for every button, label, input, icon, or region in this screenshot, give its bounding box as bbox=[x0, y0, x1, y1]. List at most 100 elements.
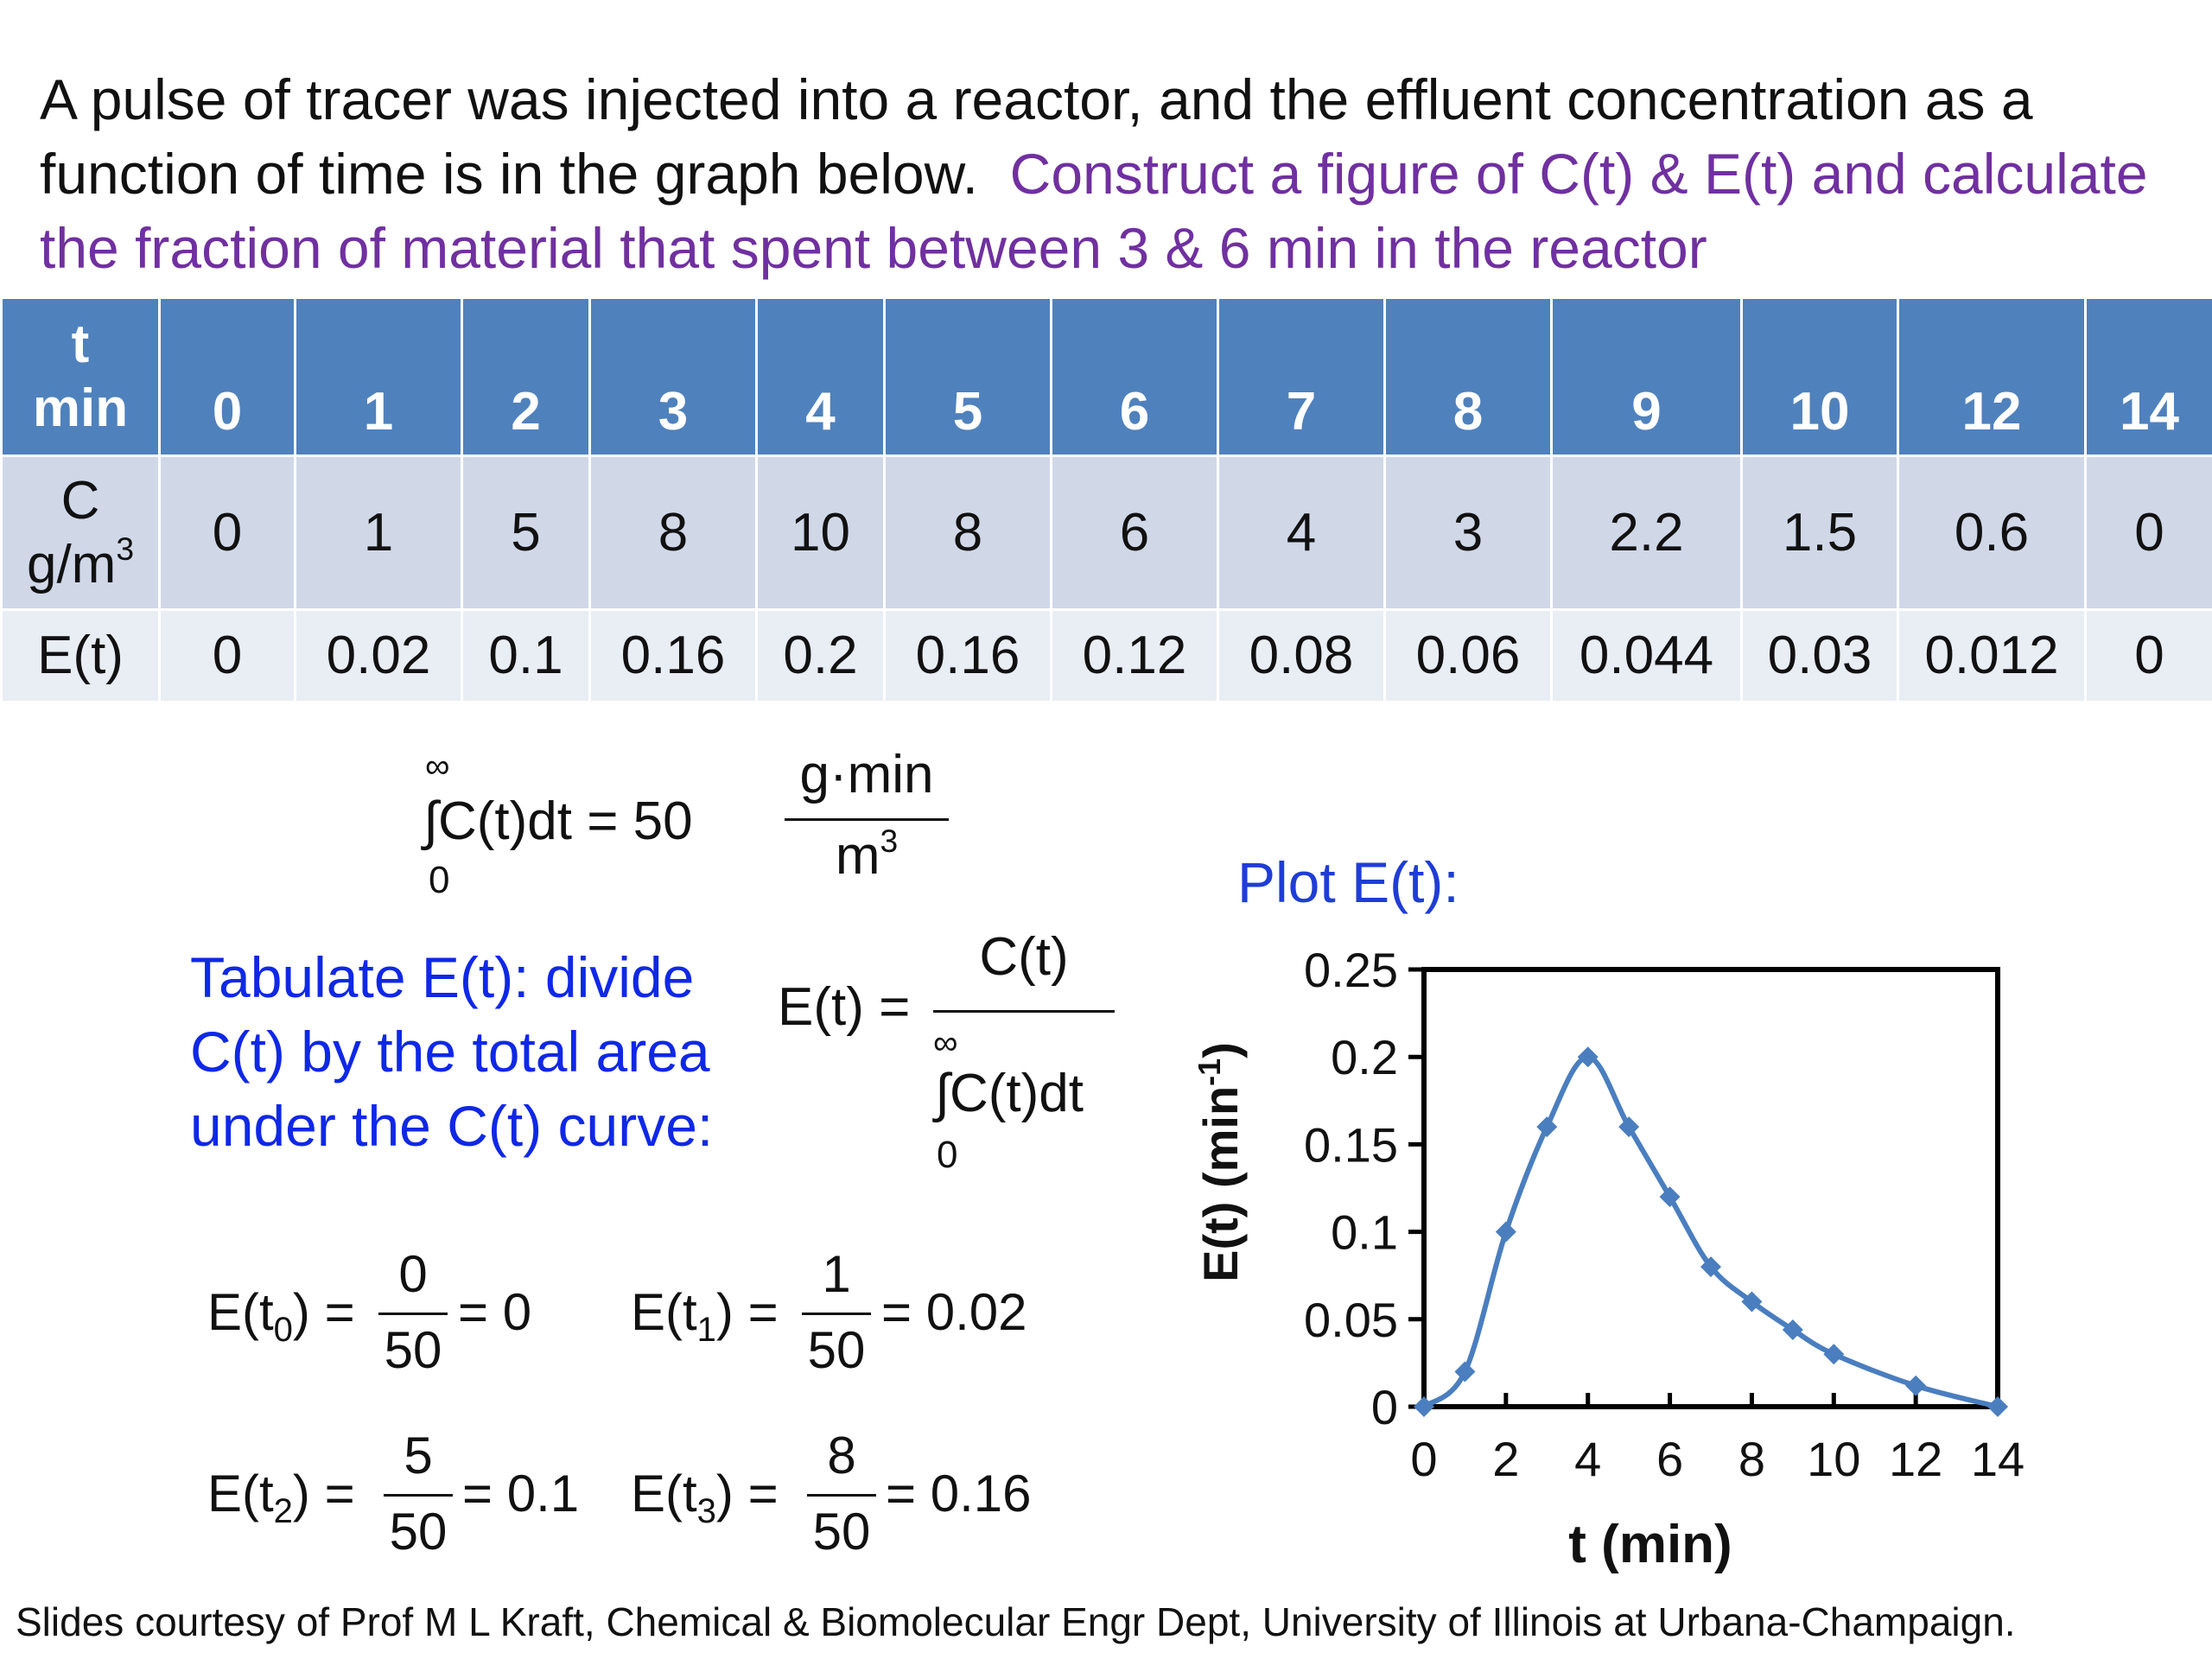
plot-title: Plot E(t): bbox=[1237, 850, 1459, 914]
time-cell: 9 bbox=[1550, 296, 1743, 457]
data-point-marker bbox=[1536, 1116, 1558, 1138]
statement-text: A pulse of tracer was injected into a re… bbox=[40, 67, 2033, 206]
e-cell: 0.012 bbox=[1897, 608, 2087, 703]
data-point-marker bbox=[1905, 1375, 1927, 1396]
concentration-cell: 5 bbox=[461, 454, 591, 611]
concentration-cell: 2.2 bbox=[1550, 454, 1743, 611]
example-numerator: 5 bbox=[404, 1427, 433, 1484]
plot-area-frame bbox=[1421, 967, 2000, 1409]
e-cell: 0.02 bbox=[294, 608, 463, 703]
chart-axes bbox=[1421, 967, 2000, 1409]
e-cell: 0.1 bbox=[461, 608, 591, 703]
data-point-marker bbox=[1454, 1361, 1476, 1382]
definition-lhs: E(t) = bbox=[778, 977, 911, 1037]
time-header: t min bbox=[0, 296, 161, 457]
example-fraction-bar bbox=[802, 1313, 871, 1315]
tabulate-instructions: Tabulate E(t): divide C(t) by the total … bbox=[190, 940, 713, 1163]
e-t-chart: 0 0.05 0.1 0.15 0.2 0.25 0 2 4 6 8 10 12 14 t (min) E… bbox=[1192, 943, 2024, 1574]
e-header: E(t) bbox=[0, 608, 161, 703]
e-cell: 0.08 bbox=[1217, 608, 1386, 703]
example-numerator: 8 bbox=[827, 1427, 856, 1484]
example-result: = 0.16 bbox=[886, 1465, 1032, 1522]
integral-denominator: m3 bbox=[835, 822, 899, 886]
concentration-cell: 0 bbox=[2084, 454, 2212, 611]
example-numerator: 1 bbox=[822, 1245, 851, 1303]
x-tick-label: 12 bbox=[1889, 1432, 1942, 1486]
time-cell: 7 bbox=[1217, 296, 1386, 457]
example-lhs: E(t2) = bbox=[207, 1465, 355, 1530]
example-result: = 0.1 bbox=[462, 1465, 580, 1522]
tabulate-line-3: under the C(t) curve: bbox=[190, 1094, 714, 1158]
e-cell: 0.16 bbox=[883, 608, 1052, 703]
example-denominator: 50 bbox=[807, 1321, 866, 1379]
definition-equation: E(t) = C(t) ∞ ∫C(t)dt 0 bbox=[778, 929, 1123, 1188]
example-denominator: 50 bbox=[389, 1503, 448, 1560]
e-cell: 0.06 bbox=[1383, 608, 1553, 703]
slide-credit: Slides courtesy of Prof M L Kraft, Chemi… bbox=[16, 1599, 2016, 1644]
concentration-cell: 3 bbox=[1383, 454, 1553, 611]
example-numerator: 0 bbox=[398, 1245, 428, 1303]
e-cell: 0.16 bbox=[588, 608, 758, 703]
example-e-t0: E(t0) = 0 50 = 0 bbox=[207, 1249, 570, 1395]
time-cell: 5 bbox=[883, 296, 1052, 457]
x-axis-label: t (min) bbox=[1568, 1515, 1732, 1574]
concentration-cell: 8 bbox=[883, 454, 1052, 611]
concentration-cell: 1.5 bbox=[1740, 454, 1899, 611]
x-tick-label: 4 bbox=[1574, 1432, 1601, 1486]
example-denominator: 50 bbox=[384, 1321, 442, 1379]
time-cell: 14 bbox=[2084, 296, 2212, 457]
concentration-cell: 0.6 bbox=[1897, 454, 2087, 611]
x-tick-label: 8 bbox=[1738, 1432, 1765, 1486]
concentration-cell: 1 bbox=[294, 454, 463, 611]
tabulate-line-2: C(t) by the total area bbox=[190, 1020, 710, 1084]
x-tick-label: 14 bbox=[1971, 1432, 2024, 1486]
data-point-marker bbox=[1414, 1396, 1434, 1417]
integral-numerator: g·min bbox=[799, 745, 934, 804]
x-tick-label: 0 bbox=[1410, 1432, 1437, 1486]
y-tick-label: 0.1 bbox=[1331, 1205, 1398, 1260]
y-axis-label: E(t) (min-1) bbox=[1192, 1042, 1248, 1282]
time-cell: 6 bbox=[1050, 296, 1219, 457]
data-point-marker bbox=[1618, 1116, 1640, 1138]
definition-denominator: ∫C(t)dt bbox=[935, 1064, 1084, 1123]
concentration-cell: 0 bbox=[158, 454, 296, 611]
e-cell: 0.03 bbox=[1740, 608, 1899, 703]
integral-expression: ∫C(t)dt = 50 bbox=[423, 791, 693, 851]
concentration-cell: 10 bbox=[755, 454, 886, 611]
time-cell: 12 bbox=[1897, 296, 2087, 457]
concentration-cell: 6 bbox=[1050, 454, 1219, 611]
example-e-t3: E(t3) = 8 50 = 0.16 bbox=[631, 1430, 1046, 1577]
data-point-marker bbox=[1987, 1396, 2008, 1417]
time-cell: 0 bbox=[158, 296, 296, 457]
table-row-time: t min 0 1 2 3 4 5 6 7 8 9 10 12 14 bbox=[0, 296, 2212, 457]
example-denominator: 50 bbox=[812, 1503, 871, 1560]
time-cell: 8 bbox=[1383, 296, 1553, 457]
e-cell: 0.2 bbox=[755, 608, 886, 703]
table-row-e: E(t) 0 0.02 0.1 0.16 0.2 0.16 0.12 0.08 0.06 0.04… bbox=[0, 608, 2212, 703]
x-tick-label: 10 bbox=[1807, 1432, 1860, 1486]
x-tick-label: 2 bbox=[1492, 1432, 1519, 1486]
integral-equation: ∞ ∫C(t)dt = 50 0 g·min m3 bbox=[423, 745, 976, 909]
example-result: = 0 bbox=[458, 1283, 532, 1341]
example-fraction-bar bbox=[384, 1494, 453, 1497]
definition-numerator: C(t) bbox=[979, 927, 1069, 987]
time-cell: 2 bbox=[461, 296, 591, 457]
example-fraction-bar bbox=[807, 1494, 876, 1497]
task-text: Construct a figure of C(t) & E(t) and ca… bbox=[40, 142, 2148, 280]
data-point-marker bbox=[1741, 1291, 1763, 1313]
definition-upper: ∞ bbox=[933, 1024, 958, 1062]
y-tick-label: 0.05 bbox=[1304, 1293, 1398, 1347]
data-point-marker bbox=[1782, 1319, 1803, 1340]
time-cell: 3 bbox=[588, 296, 758, 457]
time-cell: 10 bbox=[1740, 296, 1899, 457]
y-tick-label: 0.15 bbox=[1304, 1117, 1398, 1172]
data-point-marker bbox=[1495, 1221, 1516, 1243]
concentration-cell: 4 bbox=[1217, 454, 1386, 611]
y-tick-label: 0 bbox=[1371, 1380, 1398, 1434]
chart-series bbox=[1414, 1046, 2008, 1417]
tabulate-line-1: Tabulate E(t): divide bbox=[190, 945, 695, 1009]
example-lhs: E(t1) = bbox=[631, 1283, 779, 1349]
problem-statement: A pulse of tracer was injected into a re… bbox=[40, 62, 2183, 285]
